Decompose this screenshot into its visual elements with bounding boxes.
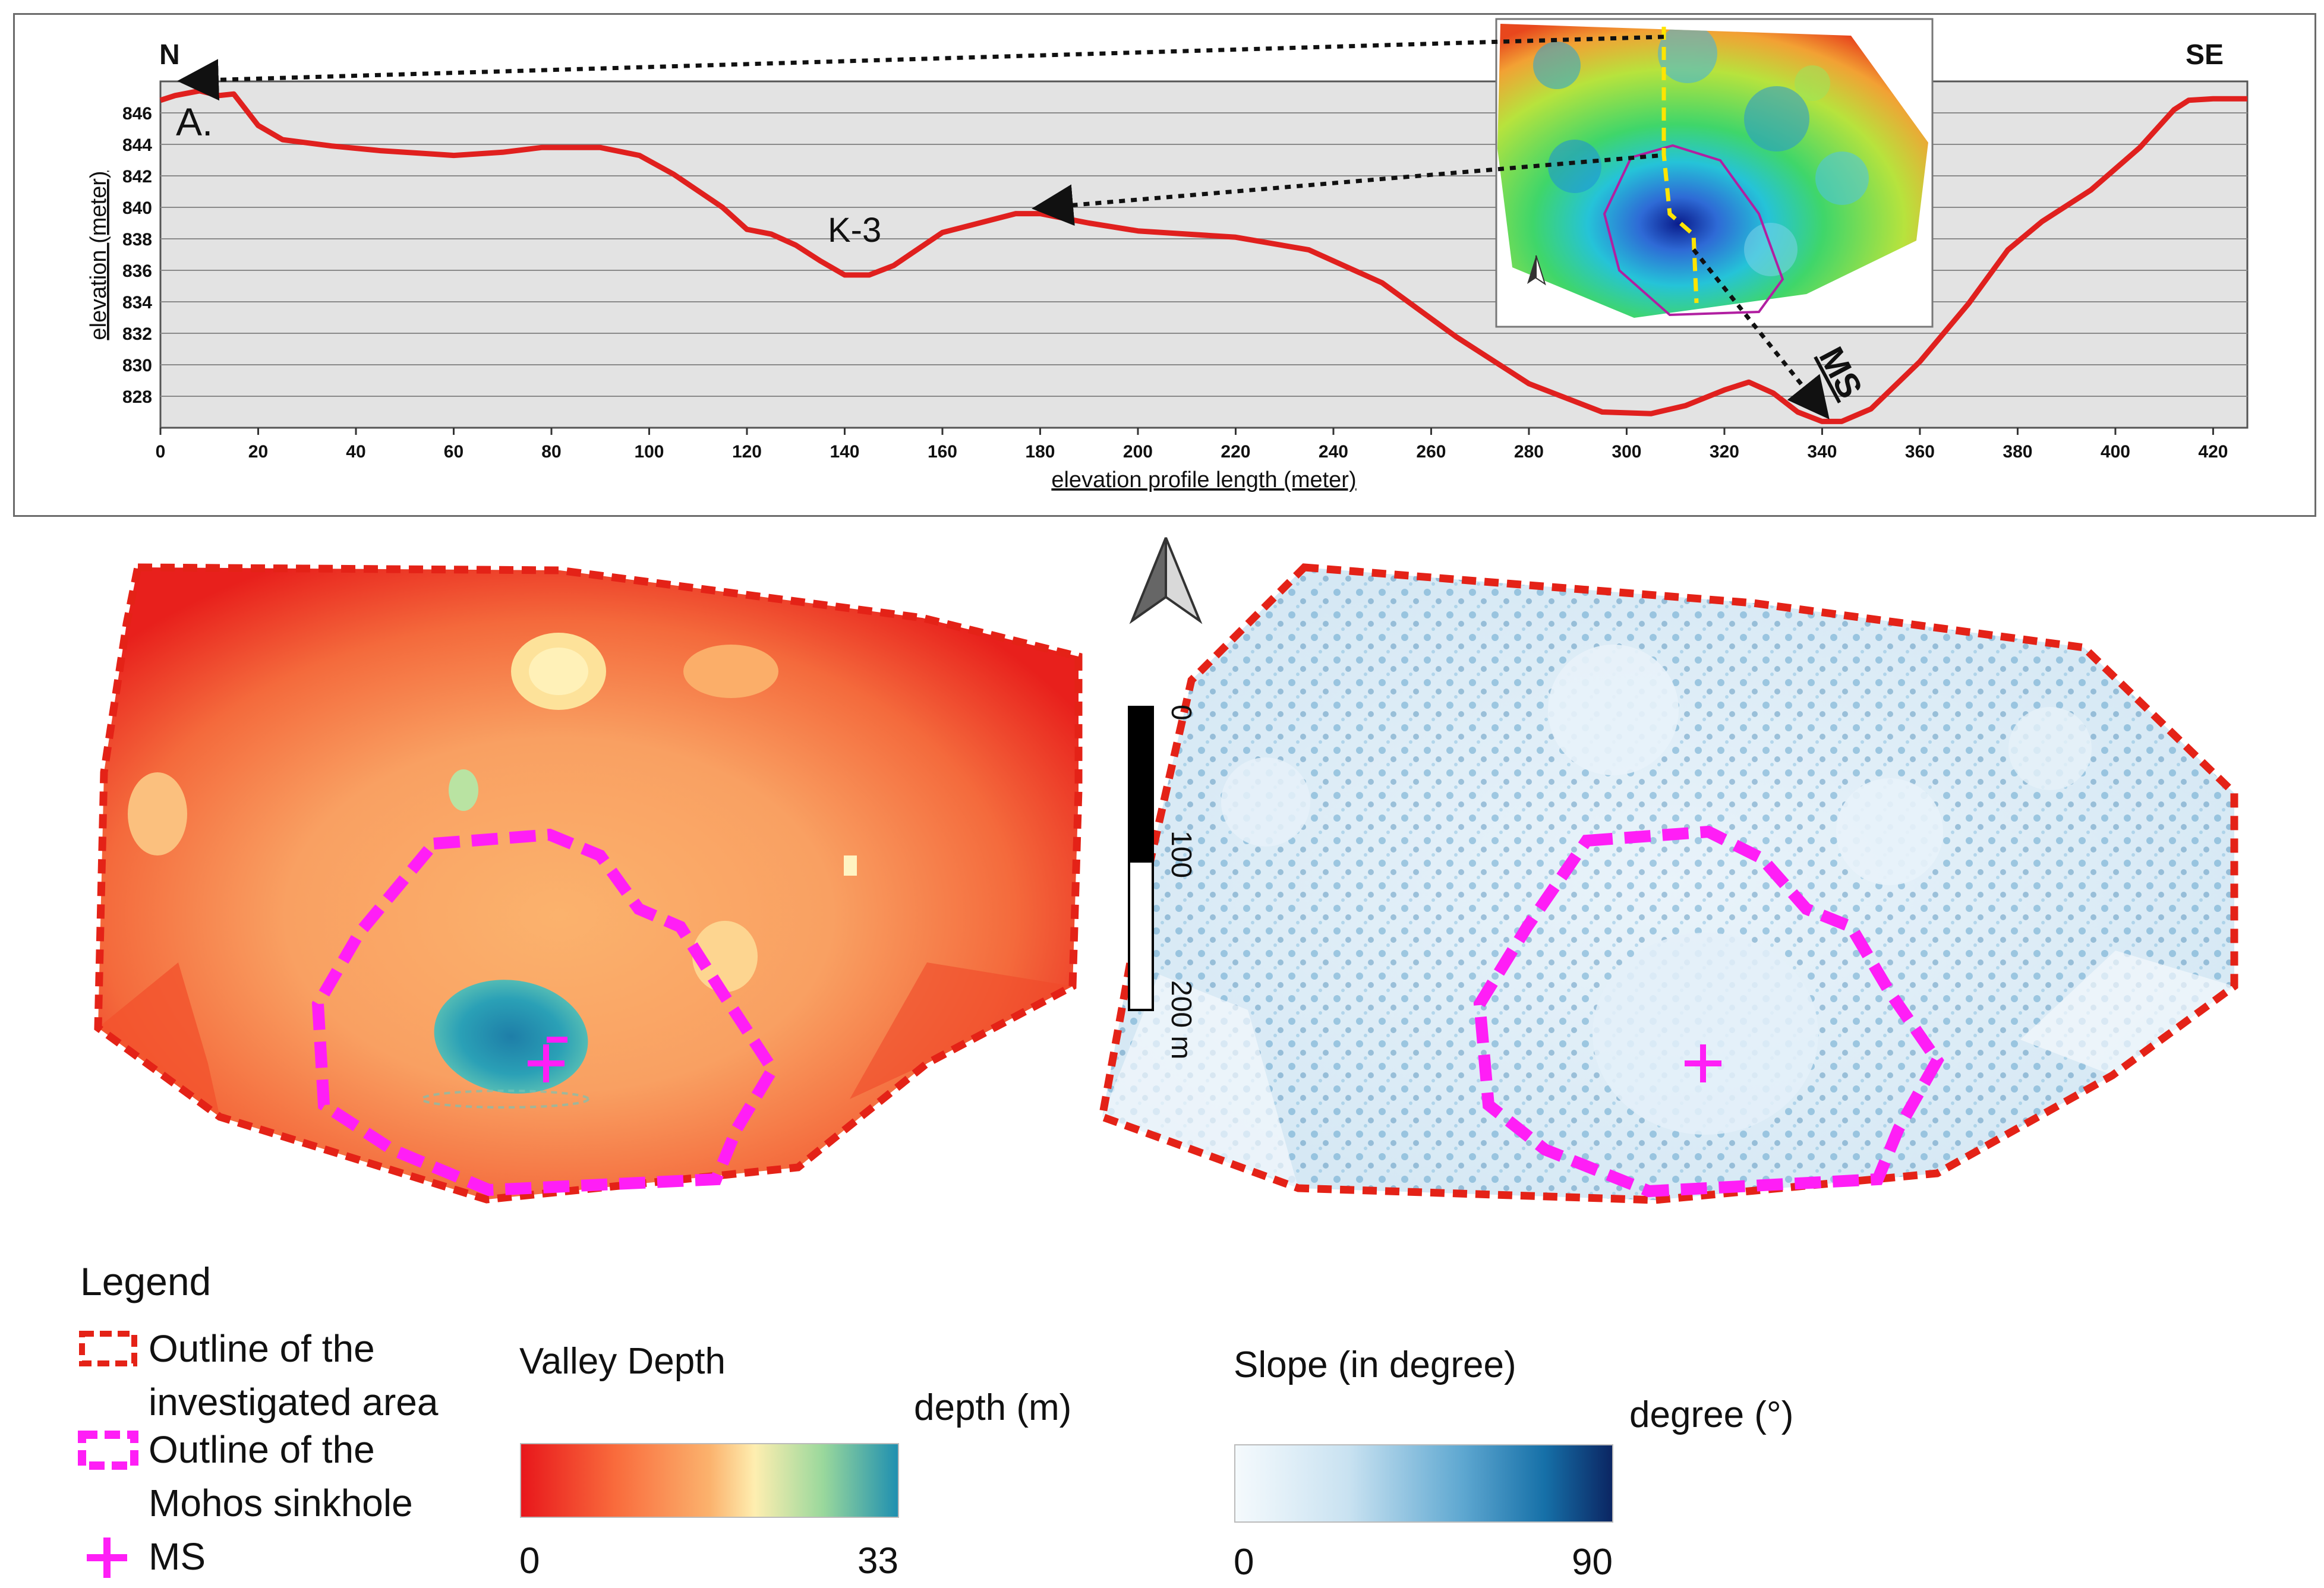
x-axis-title: elevation profile length (meter) bbox=[1051, 468, 1356, 492]
point-label-k3: K-3 bbox=[828, 211, 881, 250]
panel-label: A. bbox=[176, 100, 213, 144]
legend-item-3-label: MS bbox=[149, 1535, 206, 1578]
y-tick-label: 836 bbox=[122, 261, 152, 281]
start-direction-label: N bbox=[159, 39, 180, 71]
legend-item-1-line2: investigated area bbox=[149, 1381, 439, 1423]
y-tick-label: 830 bbox=[122, 356, 152, 375]
leader-arrow-start bbox=[177, 34, 1664, 101]
sinkhole-outline-right bbox=[1473, 825, 1944, 1198]
x-tick-label: 220 bbox=[1221, 442, 1250, 462]
y-tick-label: 834 bbox=[122, 293, 152, 312]
slope-map bbox=[1098, 563, 2238, 1204]
legend-swatch-sinkhole bbox=[78, 1431, 138, 1470]
y-tick-label: 832 bbox=[122, 324, 152, 344]
end-direction-label: SE bbox=[2186, 39, 2224, 71]
legend-title: Legend bbox=[80, 1259, 211, 1303]
x-tick-label: 240 bbox=[1319, 442, 1348, 462]
valley-depth-map bbox=[94, 563, 1083, 1204]
x-tick-label: 380 bbox=[2003, 442, 2032, 462]
valley-depth-unit: depth (m) bbox=[914, 1387, 1071, 1428]
y-ticks: 828 830 832 834 836 838 840 842 844 846 bbox=[122, 104, 152, 407]
north-arrow-icon bbox=[1527, 255, 1546, 286]
inset-profile-trace bbox=[1661, 27, 1699, 304]
slope-ramp bbox=[1234, 1444, 1613, 1523]
scale-bar bbox=[1128, 706, 1154, 1011]
legend-swatch-investigated bbox=[79, 1331, 137, 1366]
x-tick-label: 400 bbox=[2101, 442, 2130, 462]
investigated-area-outline-left bbox=[94, 563, 1083, 1204]
valley-depth-max: 33 bbox=[857, 1540, 898, 1581]
x-tick-label: 200 bbox=[1123, 442, 1153, 462]
y-tick-label: 842 bbox=[122, 167, 152, 187]
legend-item-2-line1: Outline of the bbox=[149, 1428, 375, 1471]
slope-title: Slope (in degree) bbox=[1234, 1344, 1516, 1385]
ms-marker-left bbox=[547, 1037, 567, 1043]
y-axis-title: elevation (meter) bbox=[86, 171, 111, 340]
scale-bar-zero: 0 bbox=[1165, 705, 1197, 721]
valley-depth-ramp bbox=[520, 1443, 899, 1518]
valley-depth-min: 0 bbox=[519, 1540, 540, 1581]
x-tick-label: 280 bbox=[1514, 442, 1544, 462]
valley-depth-title: Valley Depth bbox=[519, 1341, 726, 1382]
x-tick-label: 120 bbox=[732, 442, 762, 462]
x-ticks: 0 20 40 60 80 100 120 140 160 180 200 220 240 260 280 3… bbox=[156, 428, 2228, 462]
x-tick-label: 140 bbox=[830, 442, 859, 462]
slope-max: 90 bbox=[1572, 1542, 1613, 1583]
slope-unit: degree (°) bbox=[1629, 1394, 1793, 1435]
y-tick-label: 840 bbox=[122, 198, 152, 218]
x-tick-label: 180 bbox=[1025, 442, 1055, 462]
x-tick-label: 340 bbox=[1807, 442, 1837, 462]
x-tick-label: 300 bbox=[1612, 442, 1641, 462]
x-tick-label: 160 bbox=[928, 442, 957, 462]
slope-min: 0 bbox=[1234, 1542, 1254, 1583]
x-tick-label: 40 bbox=[346, 442, 365, 462]
elevation-profile-chart: 828 830 832 834 836 838 840 842 844 846 0 20 40 60 80… bbox=[86, 18, 2249, 492]
inset-map bbox=[1495, 18, 1934, 328]
x-tick-label: 20 bbox=[248, 442, 268, 462]
legend-item-2-line2: Mohos sinkhole bbox=[149, 1482, 413, 1524]
x-tick-label: 360 bbox=[1905, 442, 1935, 462]
y-tick-label: 846 bbox=[122, 104, 152, 124]
ms-cross-left bbox=[528, 1044, 565, 1082]
x-tick-label: 60 bbox=[444, 442, 463, 462]
y-tick-label: 838 bbox=[122, 230, 152, 250]
inset-sinkhole-outline bbox=[1603, 144, 1784, 317]
y-tick-label: 844 bbox=[122, 135, 152, 155]
y-tick-label: 828 bbox=[122, 387, 152, 407]
leader-arrow-k3 bbox=[1032, 153, 1658, 226]
sinkhole-outline-left bbox=[311, 828, 780, 1196]
scale-bar-end: 200 m bbox=[1165, 980, 1197, 1059]
x-tick-label: 320 bbox=[1710, 442, 1739, 462]
x-tick-label: 0 bbox=[156, 442, 166, 462]
scale-bar-mid: 100 bbox=[1165, 831, 1197, 878]
x-tick-label: 80 bbox=[541, 442, 561, 462]
x-tick-label: 100 bbox=[634, 442, 664, 462]
x-tick-label: 420 bbox=[2198, 442, 2228, 462]
x-tick-label: 260 bbox=[1416, 442, 1446, 462]
north-arrow-icon bbox=[1129, 537, 1203, 624]
ms-cross-right bbox=[1685, 1044, 1721, 1082]
legend-ms-cross-icon bbox=[87, 1538, 127, 1578]
legend-item-1-line1: Outline of the bbox=[149, 1327, 375, 1370]
